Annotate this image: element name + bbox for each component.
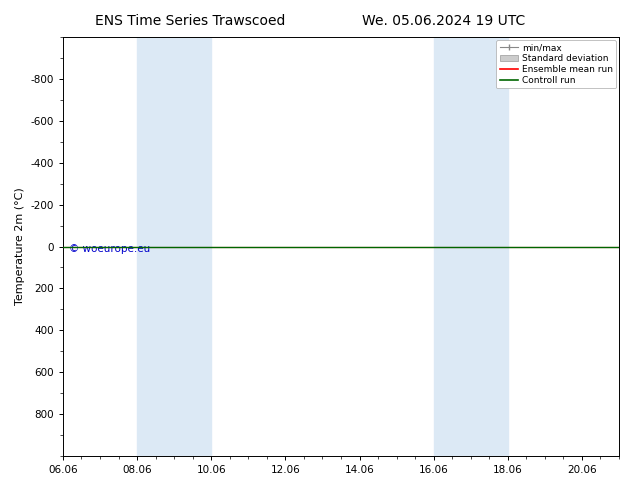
Bar [434,37,508,456]
Legend: min/max, Standard deviation, Ensemble mean run, Controll run: min/max, Standard deviation, Ensemble me… [496,40,616,88]
Text: ENS Time Series Trawscoed: ENS Time Series Trawscoed [95,14,285,28]
Y-axis label: Temperature 2m (°C): Temperature 2m (°C) [15,188,25,305]
Text: We. 05.06.2024 19 UTC: We. 05.06.2024 19 UTC [362,14,526,28]
Text: © woeurope.eu: © woeurope.eu [68,245,150,254]
Bar [137,37,211,456]
